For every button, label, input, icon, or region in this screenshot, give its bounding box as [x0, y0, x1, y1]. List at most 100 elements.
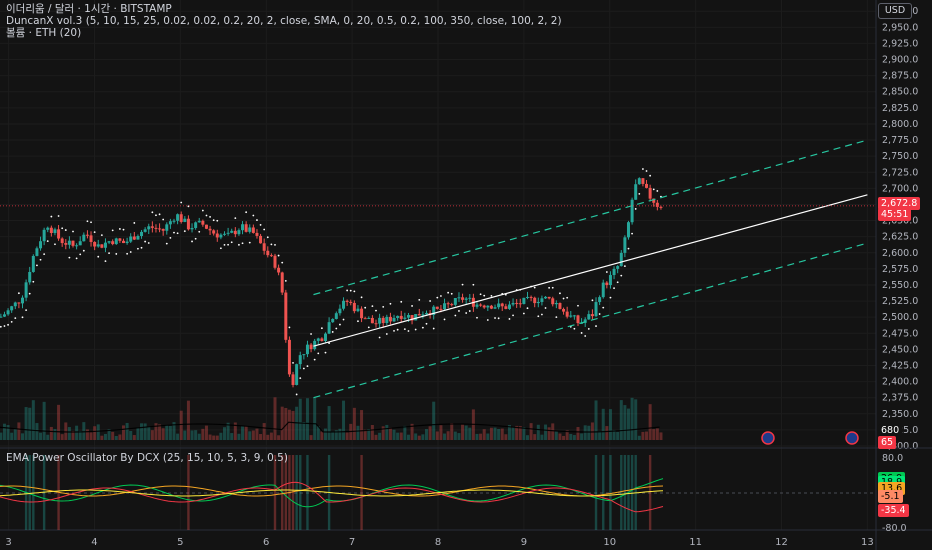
- currency-button[interactable]: USD: [878, 3, 912, 19]
- candle-body: [13, 302, 17, 307]
- volume-bar: [266, 434, 270, 440]
- candle-body: [248, 227, 252, 232]
- candle-body: [280, 272, 284, 293]
- candle-body: [432, 306, 436, 315]
- symbol-legend[interactable]: 이더리움 / 달러 · 1시간 · BITSTAMP: [6, 3, 172, 16]
- osc-histogram-bar: [28, 455, 31, 530]
- candle-body: [338, 308, 342, 314]
- sar-dot: [129, 251, 132, 253]
- sar-dot: [209, 216, 211, 218]
- volume-bar: [590, 422, 594, 440]
- sar-dot: [577, 304, 579, 307]
- candle-body: [49, 227, 53, 234]
- candle-body: [626, 222, 630, 238]
- candle-body: [194, 222, 198, 228]
- volume-bar: [222, 427, 226, 440]
- candle-body: [540, 298, 544, 302]
- candle-body: [262, 243, 266, 251]
- candle-body: [197, 220, 201, 223]
- candle-body: [42, 229, 46, 242]
- candle-body: [215, 233, 219, 238]
- sar-dot: [335, 327, 338, 330]
- volume-bar: [453, 431, 457, 440]
- osc-tick-label: -80.0: [882, 523, 907, 534]
- volume-bar: [186, 400, 190, 440]
- osc-histogram-bar: [32, 455, 35, 530]
- candle-body: [168, 221, 172, 225]
- volume-bar: [410, 423, 414, 440]
- candle-body: [320, 338, 324, 342]
- sar-dot: [147, 242, 150, 244]
- volume-bar: [518, 426, 522, 440]
- sar-dot: [14, 317, 17, 320]
- candle-body: [93, 241, 97, 247]
- sar-dot: [299, 377, 302, 380]
- y-tick-label: 2,425.0: [882, 360, 918, 371]
- candle-body: [132, 236, 136, 240]
- volume-bar: [67, 427, 71, 440]
- sar-dot: [497, 317, 500, 320]
- candle-body: [360, 308, 364, 319]
- volume-bar: [251, 430, 255, 440]
- volume-bar: [443, 433, 447, 440]
- volume-bar: [331, 431, 335, 440]
- sar-dot: [39, 258, 42, 261]
- sar-dot: [227, 243, 230, 246]
- candle-body: [121, 240, 125, 244]
- volume-bar: [641, 431, 645, 440]
- volume-bar: [482, 429, 486, 440]
- osc-line: [0, 481, 664, 513]
- sar-dot: [486, 319, 489, 321]
- symbol-title: 이더리움 / 달러 · 1시간 · BITSTAMP: [6, 3, 172, 15]
- candle-body: [291, 374, 295, 385]
- x-tick-label: 5: [177, 537, 183, 548]
- sar-dot: [234, 217, 237, 219]
- volume-bar: [334, 430, 338, 440]
- candle-body: [323, 333, 327, 342]
- indicator-legend-1[interactable]: DuncanX vol.3 (5, 10, 15, 25, 0.02, 0.02…: [6, 15, 562, 28]
- trendline: [313, 194, 868, 347]
- sar-dot: [223, 243, 226, 246]
- volume-bar: [558, 433, 562, 440]
- candle-body: [251, 227, 255, 233]
- volume-bar: [273, 397, 277, 440]
- volume-bar: [392, 429, 396, 440]
- sar-dot: [494, 317, 496, 319]
- indicator-legend-2[interactable]: 볼륨 · ETH (20): [6, 27, 81, 40]
- sar-dot: [418, 299, 421, 301]
- sar-dot: [396, 328, 399, 331]
- candle-body: [511, 302, 515, 305]
- candle-body: [334, 313, 338, 319]
- volume-bar: [103, 433, 107, 440]
- candle-body: [616, 266, 620, 269]
- sar-dot: [313, 358, 316, 361]
- candle-body: [421, 314, 425, 316]
- candle-body: [565, 311, 569, 317]
- sar-dot: [364, 306, 367, 309]
- candle-body: [255, 232, 259, 236]
- y-tick-label: 2,350.0: [882, 409, 918, 420]
- candle-body: [179, 214, 183, 222]
- volume-bar: [356, 425, 360, 440]
- sar-dot: [414, 328, 417, 331]
- volume-bar: [42, 401, 46, 440]
- sar-dot: [605, 271, 608, 273]
- indicator-duncanx-label: DuncanX vol.3 (5, 10, 15, 25, 0.02, 0.02…: [6, 15, 562, 27]
- sar-dot: [3, 325, 6, 327]
- candle-body: [85, 234, 89, 236]
- volume-bar: [540, 434, 544, 440]
- candle-body: [96, 244, 100, 247]
- candle-body: [67, 240, 71, 245]
- sar-dot: [82, 249, 85, 252]
- oscillator-legend[interactable]: EMA Power Oscillator By DCX (25, 15, 10,…: [6, 452, 288, 465]
- volume-bar: [594, 400, 598, 440]
- candle-body: [572, 315, 576, 317]
- volume-bar: [572, 435, 576, 440]
- candle-body: [2, 314, 6, 317]
- volume-bar: [616, 431, 620, 440]
- sar-dot: [634, 208, 637, 210]
- volume-bar: [6, 425, 10, 440]
- candle-body: [60, 238, 64, 244]
- sar-dot: [64, 229, 67, 231]
- volume-bar: [31, 400, 35, 440]
